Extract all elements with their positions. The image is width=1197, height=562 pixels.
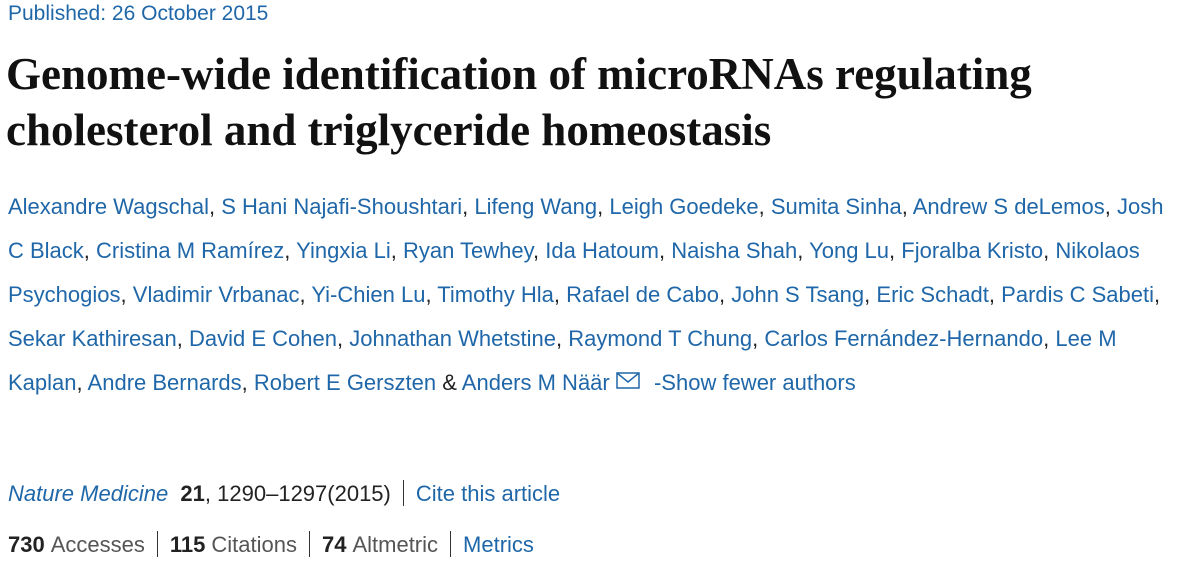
author-link[interactable]: Carlos Fernández-Hernando — [764, 326, 1044, 351]
author-link[interactable]: Lee M Kaplan — [8, 326, 1117, 395]
author-separator: , — [1043, 326, 1050, 351]
author-link[interactable]: Nikolaos Psychogios — [8, 238, 1140, 307]
author-link[interactable]: John S Tsang — [731, 282, 865, 307]
author-separator: , — [299, 282, 306, 307]
author-link[interactable]: Anders M Näär — [461, 370, 610, 395]
email-icon[interactable] — [616, 372, 642, 390]
author-link[interactable]: Rafael de Cabo — [566, 282, 719, 307]
author-separator: , — [76, 370, 83, 395]
author-separator: , — [597, 194, 604, 219]
author-separator: , — [241, 370, 248, 395]
author-link[interactable]: S Hani Najafi-Shoushtari — [221, 194, 463, 219]
author-separator: , — [1043, 238, 1050, 263]
author-separator: , — [889, 238, 896, 263]
author-link[interactable]: Robert E Gerszten — [253, 370, 437, 395]
separator: , — [204, 481, 212, 506]
metrics-line: 730 Accesses 115 Citations 74 Altmetric Metric… — [8, 531, 534, 558]
author-list: Alexandre Wagschal, S Hani Najafi-Shoush… — [8, 185, 1183, 405]
author-link[interactable]: Leigh Goedeke — [609, 194, 759, 219]
published: Published: 26 October 2015 — [8, 2, 268, 26]
metric-label: Altmetric — [352, 532, 439, 557]
author-link[interactable]: Ida Hatoum — [545, 238, 659, 263]
pages: 1290–1297(2015) — [217, 481, 391, 506]
author-link[interactable]: Sekar Kathiresan — [8, 326, 177, 351]
metric-value: 74 — [321, 532, 347, 557]
author-separator: , — [718, 282, 726, 307]
author-separator: , — [1104, 194, 1111, 219]
author-link[interactable]: Ryan Tewhey — [402, 238, 534, 263]
author-link[interactable]: Sumita Sinha — [770, 194, 902, 219]
author-separator: , — [208, 194, 216, 219]
metric-value: 115 — [169, 532, 206, 557]
author-separator: , — [462, 194, 469, 219]
author-separator: , — [555, 326, 563, 351]
journal-line: Nature Medicine 21, 1290–1297(2015) Cite … — [8, 480, 560, 507]
author-separator: , — [864, 282, 871, 307]
author-link[interactable]: Pardis C Sabeti — [1001, 282, 1155, 307]
author-link[interactable]: Yi-Chien Lu — [311, 282, 426, 307]
divider — [402, 480, 404, 506]
author-link[interactable]: Yong Lu — [809, 238, 890, 263]
author-separator: , — [797, 238, 804, 263]
author-link[interactable]: Andrew S deLemos — [912, 194, 1105, 219]
author-link[interactable]: Naisha Shah — [671, 238, 798, 263]
author-separator: , — [752, 326, 759, 351]
author-separator: , — [553, 282, 560, 307]
author-separator: , — [988, 282, 996, 307]
author-link[interactable]: Vladimir Vrbanac — [132, 282, 300, 307]
author-link[interactable]: Fjoralba Kristo — [901, 238, 1044, 263]
metric-label: Accesses — [50, 532, 145, 557]
metric-label: Citations — [211, 532, 297, 557]
author-link[interactable]: Yingxia Li — [296, 238, 391, 263]
metric-value: 730 — [8, 532, 45, 557]
cite-link[interactable]: Cite this article — [415, 481, 561, 506]
author-separator: , — [176, 326, 183, 351]
author-separator: & — [442, 370, 457, 395]
author-link[interactable]: Cristina M Ramírez — [96, 238, 285, 263]
divider — [308, 531, 310, 557]
metrics-link[interactable]: Metrics — [463, 532, 534, 557]
author-link[interactable]: Raymond T Chung — [568, 326, 753, 351]
author-separator: , — [533, 238, 540, 263]
author-link[interactable]: David E Cohen — [189, 326, 337, 351]
author-link[interactable]: Eric Schadt — [876, 282, 989, 307]
volume: 21 — [180, 481, 205, 506]
author-separator: , — [425, 282, 432, 307]
author-link[interactable]: Timothy Hla — [437, 282, 554, 307]
journal-name[interactable]: Nature Medicine — [8, 481, 169, 506]
author-link[interactable]: Johnathan Whetstine — [349, 326, 556, 351]
author-link[interactable]: Andre Bernards — [87, 370, 242, 395]
show-fewer-link[interactable]: -Show fewer authors — [653, 370, 856, 395]
published-label: Published: — [8, 2, 107, 25]
author-separator: , — [390, 238, 397, 263]
published-date: 26 October 2015 — [111, 2, 269, 25]
divider — [450, 531, 452, 557]
author-separator: , — [284, 238, 291, 263]
author-separator: , — [659, 238, 666, 263]
article-title: Genome-wide identification of microRNAs … — [6, 49, 1032, 155]
author-separator: , — [758, 194, 765, 219]
author-separator: , — [1154, 282, 1161, 307]
author-separator: , — [337, 326, 344, 351]
author-separator: , — [901, 194, 908, 219]
author-separator: , — [120, 282, 127, 307]
author-separator: , — [83, 238, 90, 263]
divider — [156, 531, 158, 557]
author-link[interactable]: Lifeng Wang — [474, 194, 598, 219]
author-link[interactable]: Alexandre Wagschal — [8, 194, 209, 219]
author-link[interactable]: Josh C Black — [8, 194, 1164, 263]
